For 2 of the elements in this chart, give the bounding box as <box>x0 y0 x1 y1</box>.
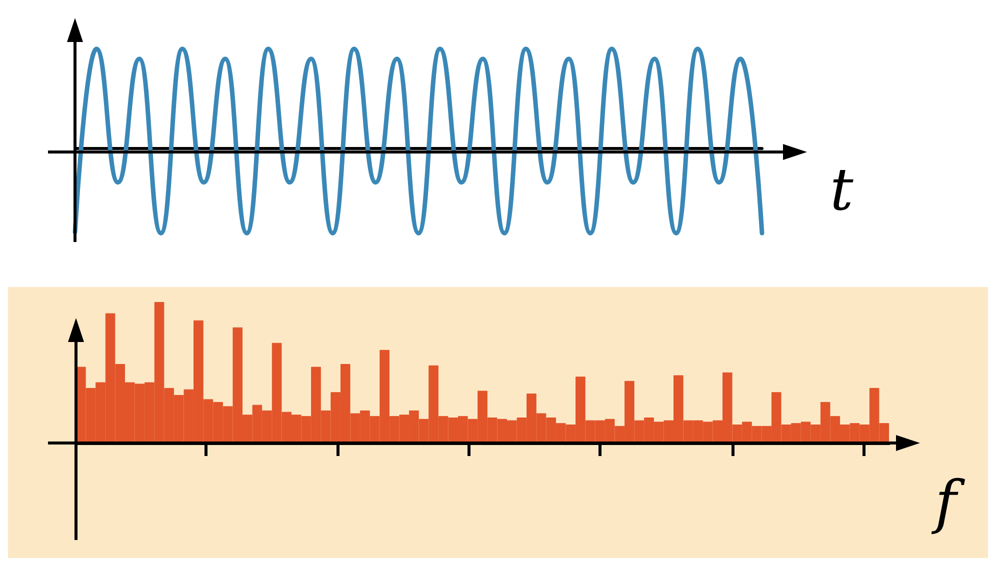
x-axis-title: f <box>931 468 966 536</box>
x-axis-title: t <box>830 156 854 224</box>
